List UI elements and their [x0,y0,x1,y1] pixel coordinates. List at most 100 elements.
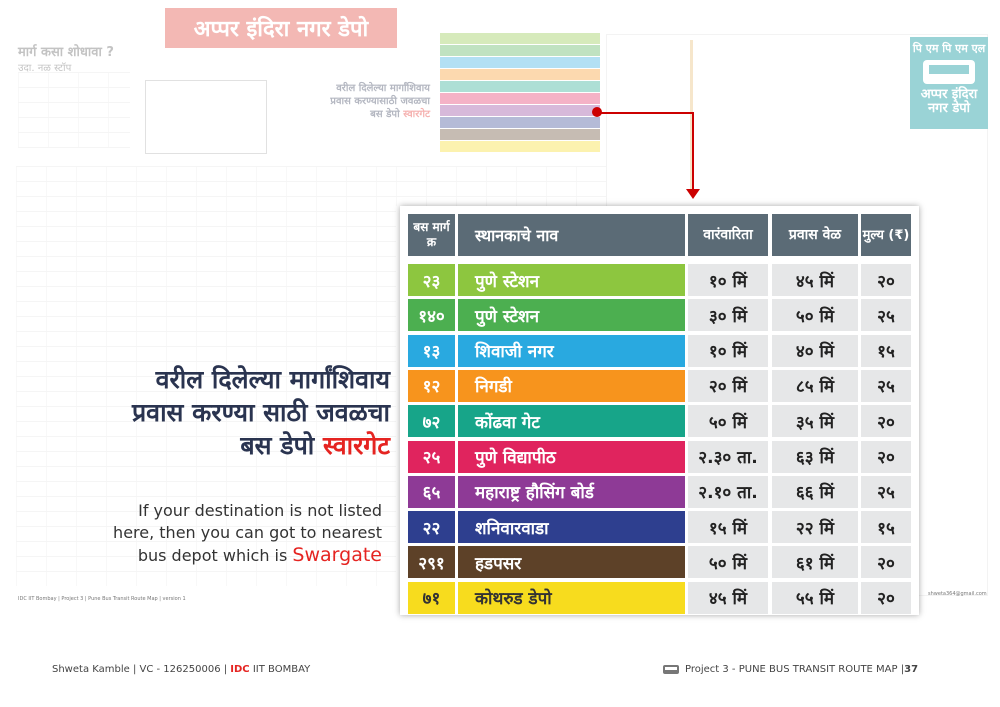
depot-badge-name: अप्पर इंदिरा नगर डेपो [920,87,978,116]
fare-value: २० [861,264,911,296]
travel-time-value: ४० मिं [772,334,858,367]
table-row: १३ शिवाजी नगर १० मिं ४० मिं १५ [408,334,911,367]
table-row: १४० पुणे स्टेशन ३० मिं ५० मिं २५ [408,299,911,332]
english-line1: If your destination is not listed [138,501,382,520]
pointer-arrow-icon [686,189,700,199]
howto-section: मार्ग कसा शोधावा ? उदा. नळ स्टॉप [18,42,114,74]
background-poster: अप्पर इंदिरा नगर डेपो मार्ग कसा शोधावा ?… [16,8,988,596]
fare-value: २० [861,405,911,438]
english-message: If your destination is not listed here, … [100,500,382,567]
poster-title: अप्पर इंदिरा नगर डेपो [165,8,397,48]
frequency-value: ५० मिं [688,405,768,438]
frequency-value: ४५ मिं [688,581,768,614]
table-row: २३ पुणे स्टेशन १० मिं ४५ मिं २० [408,264,911,296]
howto-title: मार्ग कसा शोधावा ? [18,45,114,60]
institute-text: IIT BOMBAY [249,664,311,675]
fare-value: २५ [861,299,911,332]
marathi-line2: प्रवास करण्या साठी जवळचा [131,398,390,427]
idc-label: IDC [230,664,250,675]
frequency-value: २.१० ता. [688,475,768,508]
travel-time-value: ६३ मिं [772,440,858,473]
travel-time-value: ५५ मिं [772,581,858,614]
marathi-highlight: स्वारगेट [322,431,390,460]
header-name: स्थानकाचे नाव [458,214,685,256]
route-number: ७२ [408,405,455,438]
pointer-line [598,112,694,114]
frequency-value: १५ मिं [688,511,768,544]
footer-author: Shweta Kamble | VC - 126250006 | IDC IIT… [52,664,310,675]
route-number: २९१ [408,546,455,579]
howto-mini-map [145,80,267,154]
frequency-value: १० मिं [688,334,768,367]
marathi-line3: बस डेपो स्वारगेट [240,431,390,460]
fare-value: २५ [861,475,911,508]
travel-time-value: ६६ मिं [772,475,858,508]
route-line [690,40,713,190]
stop-name: शिवाजी नगर [458,334,685,367]
side-note-line1: वरील दिलेल्या मार्गांशिवाय [336,83,430,94]
stop-name: निगडी [458,369,685,402]
frequency-value: ३० मिं [688,299,768,332]
table-row: २५ पुणे विद्यापीठ २.३० ता. ६३ मिं २० [408,440,911,473]
table-row: ७२ कोंढवा गेट ५० मिं ३५ मिं २० [408,405,911,438]
side-note-line3: बस डेपो स्वारगेट [370,109,430,120]
route-number: २५ [408,440,455,473]
stops-index-table-right [396,166,606,206]
frequency-value: ५० मिं [688,546,768,579]
travel-time-value: २२ मिं [772,511,858,544]
travel-time-value: ८५ मिं [772,369,858,402]
header-fare: मुल्य (₹) [861,214,911,256]
stop-name: महाराष्ट्र हौसिंग बोर्ड [458,475,685,508]
travel-time-value: ४५ मिं [772,264,858,296]
frequency-value: २० मिं [688,369,768,402]
header-frequency: वारंवारिता [688,214,768,256]
credit-right: shweta364@gmail.com [928,591,987,597]
stop-name: पुणे स्टेशन [458,299,685,332]
table-row: २९१ हडपसर ५० मिं ६१ मिं २० [408,546,911,579]
stops-index-table [16,166,396,586]
pointer-dot [592,107,602,117]
fare-value: २० [861,546,911,579]
route-number: २२ [408,511,455,544]
header-travel-time: प्रवास वेळ [772,214,858,256]
route-number: १४० [408,299,455,332]
mini-route-table [440,33,600,153]
depot-badge-top: पि एम पि एम एल [912,42,986,55]
page-number: 37 [904,664,919,675]
bus-icon [923,60,975,84]
footer-project: Project 3 - PUNE BUS TRANSIT ROUTE MAP |… [663,664,918,675]
stop-name: पुणे स्टेशन [458,264,685,296]
depot-badge: पि एम पि एम एल अप्पर इंदिरा नगर डेपो [910,37,988,129]
english-line3: bus depot which is Swargate [137,544,382,566]
header-route: बस मार्ग क्र [408,214,455,256]
stop-name: कोंढवा गेट [458,405,685,438]
table-row: ६५ महाराष्ट्र हौसिंग बोर्ड २.१० ता. ६६ मिं २… [408,475,911,508]
side-note-line2: प्रवास करण्यासाठी जवळचा [330,96,430,107]
fare-value: १५ [861,511,911,544]
travel-time-value: ५० मिं [772,299,858,332]
stop-name: कोथरुड डेपो [458,581,685,614]
howto-subtitle: उदा. नळ स्टॉप [18,63,72,74]
frequency-value: २.३० ता. [688,440,768,473]
marathi-line1: वरील दिलेल्या मार्गांशिवाय [155,365,390,394]
author-text: Shweta Kamble | VC - 126250006 | [52,664,231,675]
table-header: बस मार्ग क्र स्थानकाचे नाव वारंवारिता प्… [408,214,911,258]
fare-value: २० [861,440,911,473]
table-row: २२ शनिवारवाडा १५ मिं २२ मिं १५ [408,511,911,544]
route-number: २३ [408,264,455,296]
stop-name: हडपसर [458,546,685,579]
english-line2: here, then you can got to nearest [113,523,382,542]
fare-value: १५ [861,334,911,367]
english-highlight: Swargate [292,544,382,566]
pointer-line-vertical [692,112,694,192]
frequency-value: १० मिं [688,264,768,296]
stop-name: शनिवारवाडा [458,511,685,544]
route-number: ७१ [408,581,455,614]
table-row: ७१ कोथरुड डेपो ४५ मिं ५५ मिं २० [408,581,911,614]
poster-side-note: वरील दिलेल्या मार्गांशिवाय प्रवास करण्या… [300,82,430,121]
fare-value: २० [861,581,911,614]
howto-example-table [18,72,130,148]
bus-icon [663,665,679,674]
fare-value: २५ [861,369,911,402]
stop-name: पुणे विद्यापीठ [458,440,685,473]
